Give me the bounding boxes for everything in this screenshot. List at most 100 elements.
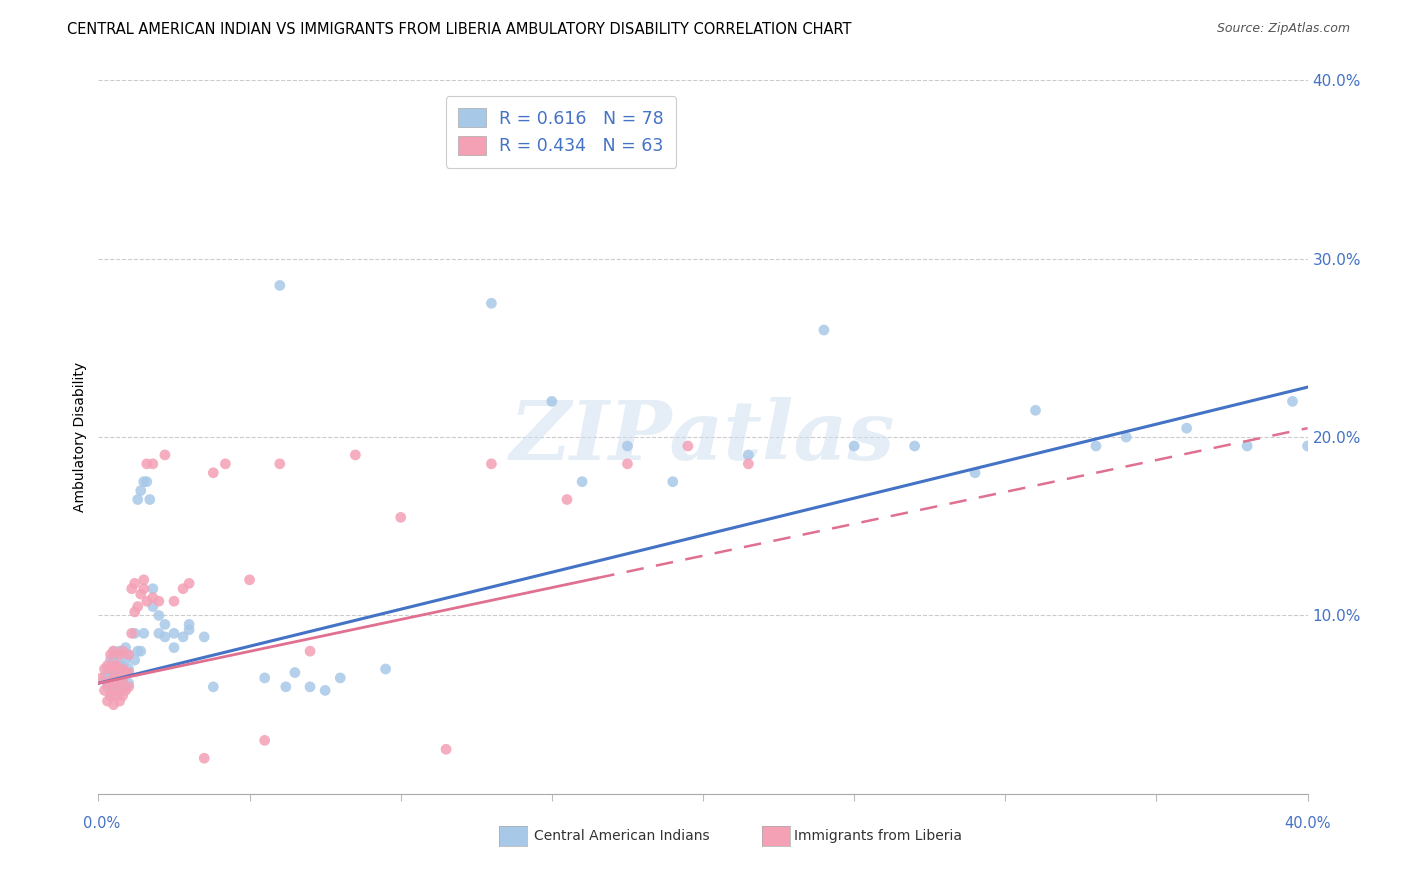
Point	[100, 674, 122, 689]
Point	[103, 658, 125, 673]
Text: Source: ZipAtlas.com: Source: ZipAtlas.com	[1216, 22, 1350, 36]
Point	[153, 617, 176, 632]
Point	[129, 587, 152, 601]
Point	[269, 278, 291, 293]
Point	[118, 680, 141, 694]
Point	[100, 689, 122, 703]
Point	[1085, 439, 1108, 453]
Point	[103, 680, 125, 694]
Text: Immigrants from Liberia: Immigrants from Liberia	[794, 829, 962, 843]
Point	[103, 644, 125, 658]
Point	[121, 626, 143, 640]
Point	[111, 658, 134, 673]
Point	[111, 662, 134, 676]
Point	[105, 648, 128, 662]
Point	[96, 658, 118, 673]
Point	[1115, 430, 1137, 444]
Point	[148, 594, 170, 608]
Point	[1236, 439, 1258, 453]
Point	[114, 665, 136, 680]
Point	[127, 492, 149, 507]
Point	[844, 439, 866, 453]
Point	[274, 680, 297, 694]
Point	[214, 457, 236, 471]
Point	[153, 630, 176, 644]
Point	[124, 653, 146, 667]
Point	[253, 733, 276, 747]
Point	[127, 644, 149, 658]
Point	[172, 582, 194, 596]
Point	[114, 640, 136, 655]
Point	[105, 674, 128, 689]
Point	[737, 448, 759, 462]
Point	[142, 582, 165, 596]
Point	[105, 674, 128, 689]
Point	[239, 573, 262, 587]
Point	[114, 683, 136, 698]
Point	[100, 662, 122, 676]
Point	[314, 683, 336, 698]
Point	[135, 594, 157, 608]
Point	[129, 483, 152, 498]
Point	[100, 648, 122, 662]
Point	[132, 475, 155, 489]
Point	[374, 662, 396, 676]
Point	[481, 296, 503, 310]
Point	[389, 510, 412, 524]
Point	[481, 457, 503, 471]
Point	[96, 676, 118, 690]
Text: 0.0%: 0.0%	[83, 816, 120, 831]
Point	[118, 662, 141, 676]
Point	[121, 582, 143, 596]
Point	[105, 689, 128, 703]
Point	[108, 671, 131, 685]
Point	[124, 626, 146, 640]
Text: 40.0%: 40.0%	[1284, 816, 1331, 831]
Point	[1296, 439, 1319, 453]
Point	[329, 671, 352, 685]
Point	[103, 671, 125, 685]
Point	[202, 466, 225, 480]
Point	[269, 457, 291, 471]
Point	[299, 680, 322, 694]
Point	[163, 640, 186, 655]
Point	[118, 665, 141, 680]
Point	[193, 630, 215, 644]
Point	[813, 323, 835, 337]
Point	[103, 653, 125, 667]
Point	[1175, 421, 1198, 435]
Point	[118, 648, 141, 662]
Point	[616, 439, 638, 453]
Point	[108, 694, 131, 708]
Point	[737, 457, 759, 471]
Point	[111, 689, 134, 703]
Point	[676, 439, 699, 453]
Point	[163, 626, 186, 640]
Point	[132, 626, 155, 640]
Point	[177, 576, 201, 591]
Point	[148, 626, 170, 640]
Point	[163, 594, 186, 608]
Point	[142, 591, 165, 605]
Point	[108, 658, 131, 673]
Point	[124, 576, 146, 591]
Point	[108, 680, 131, 694]
Point	[193, 751, 215, 765]
Point	[90, 671, 112, 685]
Point	[96, 694, 118, 708]
Point	[177, 617, 201, 632]
Text: ZIPatlas: ZIPatlas	[510, 397, 896, 477]
Point	[904, 439, 927, 453]
Y-axis label: Ambulatory Disability: Ambulatory Disability	[73, 362, 87, 512]
Text: Central American Indians: Central American Indians	[534, 829, 710, 843]
Point	[253, 671, 276, 685]
Point	[100, 665, 122, 680]
Point	[114, 680, 136, 694]
Point	[148, 608, 170, 623]
Point	[135, 457, 157, 471]
Point	[103, 683, 125, 698]
Point	[100, 653, 122, 667]
Point	[135, 475, 157, 489]
Point	[124, 605, 146, 619]
Point	[127, 599, 149, 614]
